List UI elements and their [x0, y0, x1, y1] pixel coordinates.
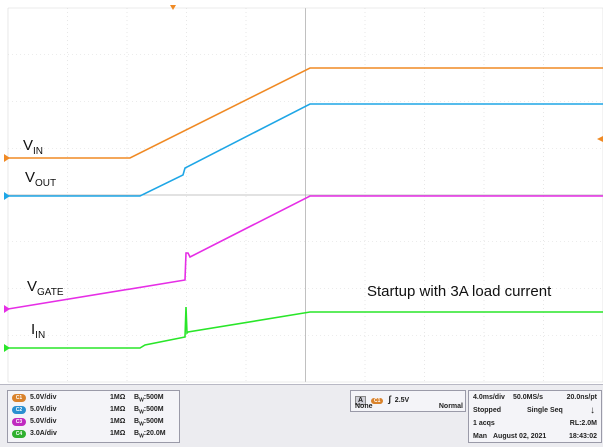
bw-prefix-3: B: [134, 418, 140, 425]
trigger-mode-letter: A: [355, 396, 367, 405]
clock-mode: Man: [473, 433, 487, 440]
trigger-row-2: None Normal: [355, 403, 463, 410]
trace-vin: [8, 67, 603, 159]
vin-label-sub: IN: [33, 146, 44, 157]
channel-scale-1: 5.0V/div: [30, 394, 57, 401]
trigger-level: 2.5V: [394, 397, 410, 404]
bw-prefix-2: B: [134, 406, 140, 413]
channel-scale-4: 3.0A/div: [30, 430, 57, 437]
trigger-mode: Normal: [438, 403, 463, 410]
channel-row-4[interactable]: C4 3.0A/div 1MΩ BW:20.0M: [12, 429, 178, 441]
time-resolution: 20.0ns/pt: [566, 394, 597, 401]
timebase-panel[interactable]: 4.0ms/div 50.0MS/s 20.0ns/pt Stopped Sin…: [468, 390, 602, 443]
bw-prefix-4: B: [134, 430, 140, 437]
channel-impedance-2: 1MΩ: [110, 406, 126, 413]
trace-vout: [8, 103, 603, 197]
channel-bandwidth-2: BW:500M: [134, 406, 164, 415]
channel-impedance-1: 1MΩ: [110, 394, 126, 401]
time-per-div: 4.0ms/div: [473, 394, 505, 401]
channel-badge-2[interactable]: C2: [12, 406, 26, 414]
bw-sub-3: W: [139, 421, 144, 428]
c3-ground-marker: [4, 305, 10, 313]
channel-ground-markers: [4, 154, 10, 352]
trigger-source-badge[interactable]: C1: [371, 398, 384, 404]
capture-date: August 02, 2021: [493, 433, 547, 440]
channel-row-1[interactable]: C1 5.0V/div 1MΩ BW:500M: [12, 393, 178, 405]
channel-badge-4[interactable]: C4: [12, 430, 26, 438]
bw-value-3: :500M: [143, 418, 164, 425]
trigger-slope-icon: ∫: [388, 394, 391, 404]
acquisition-state: Stopped: [473, 407, 501, 414]
c1-ground-marker: [4, 154, 10, 162]
c2-ground-marker: [4, 192, 10, 200]
vout-label-main: V: [25, 169, 36, 186]
channel-impedance-3: 1MΩ: [110, 418, 126, 425]
graticule: [7, 7, 603, 383]
channel-scale-2: 5.0V/div: [30, 406, 57, 413]
channel-scale-3: 5.0V/div: [30, 418, 57, 425]
vout-label-sub: OUT: [35, 178, 57, 189]
scope-display: VIN VOUT VGATE IIN Startup with 3A load …: [4, 5, 603, 383]
vgate-label: VGATE: [27, 279, 64, 298]
trigger-coupling: None: [355, 403, 373, 410]
trigger-settings-panel[interactable]: A C1 ∫ 2.5V None Normal: [350, 390, 466, 412]
status-bar: C1 5.0V/div 1MΩ BW:500M C2 5.0V/div 1MΩ …: [0, 384, 603, 447]
record-length: RL:2.0M: [569, 420, 597, 427]
acquisition-count: 1 acqs: [473, 420, 495, 427]
sequence-mode: Single Seq: [527, 407, 563, 414]
bw-sub-1: W: [139, 397, 144, 404]
channel-settings-panel[interactable]: C1 5.0V/div 1MΩ BW:500M C2 5.0V/div 1MΩ …: [7, 390, 180, 443]
channel-row-2[interactable]: C2 5.0V/div 1MΩ BW:500M: [12, 405, 178, 417]
bw-sub-4: W: [139, 433, 144, 440]
channel-bandwidth-1: BW:500M: [134, 394, 164, 403]
vout-label: VOUT: [25, 170, 56, 189]
sample-rate: 50.0MS/s: [513, 394, 543, 401]
trace-vgate: [7, 195, 603, 310]
annotation-text: Startup with 3A load current: [367, 283, 552, 300]
bw-value-1: :500M: [143, 394, 164, 401]
trigger-position-marker: [170, 5, 176, 10]
bw-sub-2: W: [139, 409, 144, 416]
iin-label: IIN: [31, 322, 45, 341]
channel-impedance-4: 1MΩ: [110, 430, 126, 437]
bw-value-4: :20.0M: [143, 430, 166, 437]
vgate-label-sub: GATE: [37, 287, 64, 298]
bw-prefix-1: B: [134, 394, 140, 401]
channel-badge-3[interactable]: C3: [12, 418, 26, 426]
bw-value-2: :500M: [143, 406, 164, 413]
trace-iin: [8, 306, 603, 349]
trigger-level-marker: [597, 136, 603, 142]
capture-time: 18:43:02: [568, 433, 597, 440]
iin-label-sub: IN: [35, 330, 46, 341]
channel-row-3[interactable]: C3 5.0V/div 1MΩ BW:500M: [12, 417, 178, 429]
trigger-row: A C1 ∫ 2.5V: [355, 394, 409, 405]
channel-badge-1[interactable]: C1: [12, 394, 26, 402]
waveform-plot: [4, 5, 603, 383]
vgate-label-main: V: [27, 278, 38, 295]
vin-label-main: V: [23, 137, 34, 154]
channel-bandwidth-3: BW:500M: [134, 418, 164, 427]
vin-label: VIN: [23, 138, 43, 157]
iin-label-main: I: [31, 321, 36, 338]
arrow-down-icon: ↓: [590, 405, 595, 416]
channel-bandwidth-4: BW:20.0M: [134, 430, 166, 439]
c4-ground-marker: [4, 344, 10, 352]
